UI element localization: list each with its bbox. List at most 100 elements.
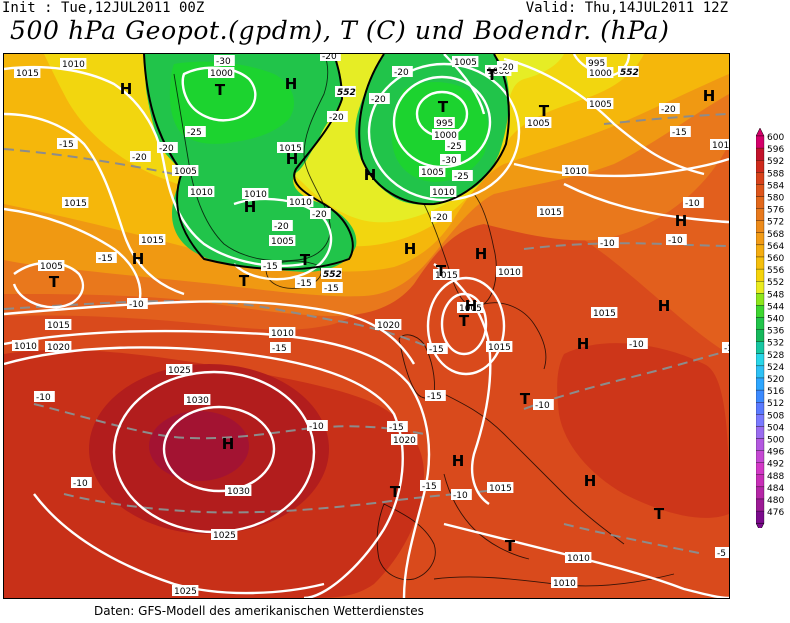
isobar-label: 1015 [488,343,511,353]
temperature-label-box [683,197,704,208]
legend-swatch [756,196,765,209]
isobar-north-1005 [443,54,486,115]
isobar-label: 1015 [279,144,302,154]
temperature-label-box [722,342,729,353]
isobar-label-box [375,319,402,330]
isobar-low-1005 [367,62,521,202]
isobar-label-box [525,117,552,128]
color-scale-legend: 600 596 592 588 584 580 576 572 568 564 560 556 552 5… [756,128,784,528]
isobar-label-box [62,197,89,208]
legend-label: 488 [767,472,784,482]
gp-552-east [358,54,510,206]
temperature-label: -15 [59,140,74,150]
isobar-1015 [4,329,431,598]
legend-swatch [756,329,765,342]
temperature-label-box [261,260,282,271]
isobar-east-1015 [563,182,729,224]
high-pressure-center: H [364,166,377,184]
valid-time: Valid: Thu,14JUL2011 12Z [525,0,728,16]
legend-swatch [756,486,765,500]
isobar-label-box [60,58,87,69]
low-pressure-center: T [459,312,470,330]
high-pressure-center: H [452,452,465,470]
temperature-label: -20 [312,210,327,220]
temperature-label: -20 [322,54,337,62]
legend-swatch [756,172,765,185]
temperature-label-box [369,93,390,104]
temperature-label-box [57,138,78,149]
temperature-label-box [327,111,348,122]
isobar-label: 1025 [213,531,236,541]
legend-label: 580 [767,194,784,204]
temperature-label: -10 [36,393,51,403]
isobar-label-box [486,341,513,352]
band-592-east [557,343,729,518]
high-pressure-center: H [404,240,417,258]
high-pressure-center: H [120,80,133,98]
isobar-nw-1010 [4,65,305,267]
temperature-label: -15 [272,344,287,354]
legend-swatch [756,474,765,488]
isobar-denmark-1010 [426,276,506,376]
high-pressure-center: H [584,472,597,490]
temperature-label-box [127,298,148,309]
legend-swatch [756,208,765,221]
isobar-label: 1000 [589,69,612,79]
high-pressure-center: H [222,435,235,453]
geopotential-label: 552 [323,270,342,280]
legend-label: 496 [767,448,784,458]
isobar-label-box [14,67,41,78]
isobar-label-box [188,186,215,197]
temperature-label-box [598,237,619,248]
isobar-label: 1005 [271,237,294,247]
isobar-label-box [432,129,459,140]
temperature-label-box [272,220,293,231]
legend-swatch [756,184,765,197]
temperature-label: -25 [187,128,202,138]
temperature-label: -15 [263,262,278,272]
temperature-label: -30 [442,156,457,166]
isobar-label-box [45,341,72,352]
temp-line-4 [63,488,505,514]
legend-swatch [756,160,765,173]
high-pressure-center: H [675,212,688,230]
isobar-label-box [496,266,523,277]
isobar-label-box [211,529,238,540]
isobar-label: 1010 [14,342,37,352]
temperature-label-box [420,480,441,491]
isobar-ne-1010 [513,157,729,178]
isobar-label: 1020 [393,436,416,446]
isobar-label: 1005 [421,168,444,178]
low-pressure-center: T [215,81,226,99]
isobar-label: 1020 [47,343,70,353]
temperature-label: -15 [672,128,687,138]
legend-label: 524 [767,363,784,373]
low-pressure-center: T [520,390,531,408]
isobar-label: 1000 [210,69,233,79]
isobar-label: 1015 [489,484,512,494]
temperature-label: -10 [309,422,324,432]
isobar-label: 1015 [16,69,39,79]
legend-swatch [756,220,765,233]
legend-label: 600 [767,133,784,143]
temperature-label: -20 [499,63,514,73]
temperature-label-box [307,420,328,431]
legend-swatch [756,426,765,439]
isobar-label: 1005 [459,304,482,314]
isobar-label: 1005 [40,262,63,272]
temperature-label: -20 [661,105,676,115]
temperature-label-box [659,103,680,114]
legend-swatch [756,510,765,524]
legend-label: 552 [767,278,784,288]
temperature-label-box [71,477,92,488]
temperature-label: -10 [724,344,729,354]
temperature-label-box [452,170,473,181]
isobar-label: 1015 [712,141,729,151]
legend-swatch [756,135,765,149]
low-pressure-center: T [49,273,60,291]
isobar-label-box [277,142,304,153]
isobar-label-box [452,56,479,67]
temperature-label: -20 [394,68,409,78]
isobar-label: 1010 [62,60,85,70]
